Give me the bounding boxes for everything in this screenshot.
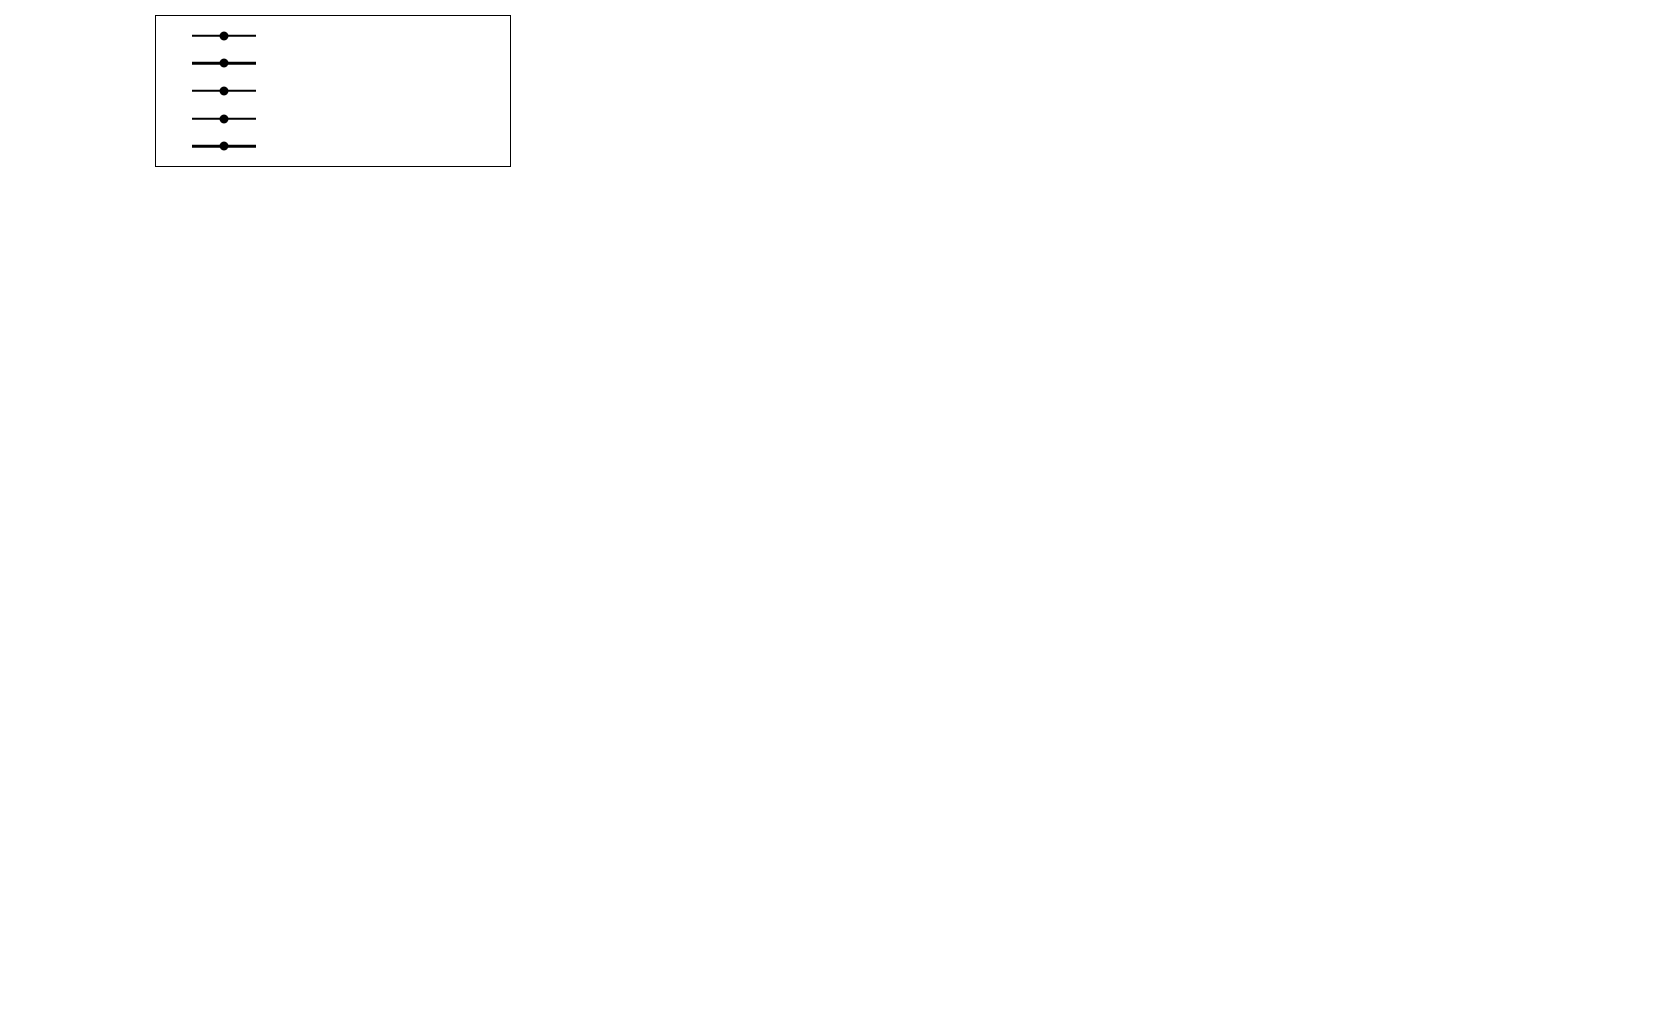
dpdt-legend-marker-icon (192, 57, 256, 69)
legend-item-dpdt (192, 50, 510, 76)
tide-legend-marker-icon (192, 140, 256, 152)
legend-item-pressure (192, 23, 510, 49)
legend-item-residual (192, 78, 510, 104)
legend-box (155, 15, 511, 167)
last10-legend-marker-icon (192, 113, 256, 125)
residual-legend-marker-icon (192, 85, 256, 97)
pressure-legend-marker-icon (192, 30, 256, 42)
legend-item-last10 (192, 106, 510, 132)
legend-item-tide (192, 133, 510, 159)
